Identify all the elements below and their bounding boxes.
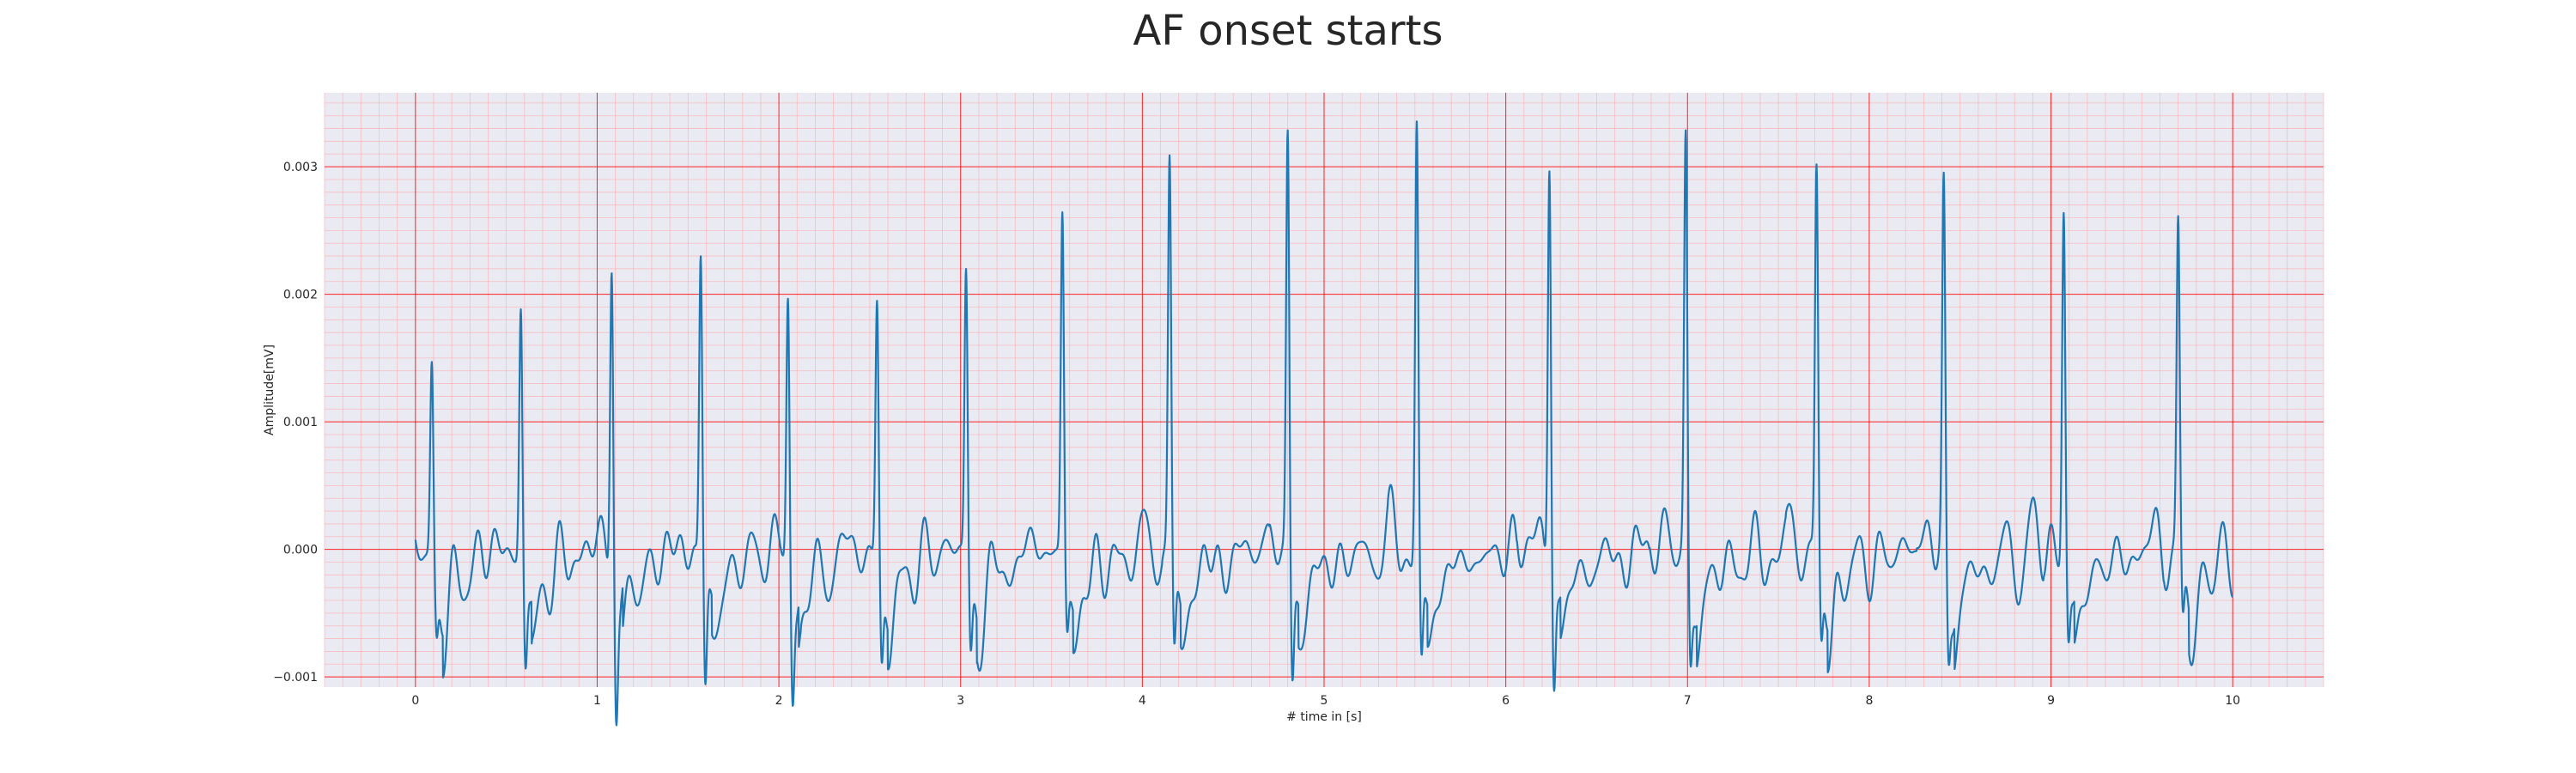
- chart-title: AF onset starts: [1133, 7, 1443, 55]
- y-axis-ticks: −0.001 0.000 0.001 0.002 0.003: [273, 161, 318, 685]
- x-tick-label: 3: [957, 694, 964, 708]
- y-tick-label: 0.002: [283, 289, 318, 302]
- x-tick-label: 7: [1684, 694, 1692, 708]
- x-tick-label: 0: [411, 694, 419, 708]
- y-tick-label: 0.000: [283, 544, 318, 557]
- x-tick-label: 10: [2225, 694, 2240, 708]
- x-axis-ticks: 0 1 2 3 4 5 6 7 8 9 10: [411, 694, 2240, 708]
- y-tick-label: 0.001: [283, 416, 318, 429]
- x-tick-label: 4: [1139, 694, 1146, 708]
- y-tick-label: −0.001: [273, 671, 318, 685]
- x-axis-label: # time in [s]: [1286, 710, 1362, 724]
- x-tick-label: 2: [775, 694, 783, 708]
- x-tick-label: 9: [2047, 694, 2055, 708]
- x-tick-label: 8: [1865, 694, 1873, 708]
- ecg-series-line: [414, 120, 2234, 727]
- x-tick-label: 1: [593, 694, 601, 708]
- x-tick-label: 6: [1502, 694, 1510, 708]
- x-tick-label: 5: [1321, 694, 1328, 708]
- major-grid: [325, 93, 2324, 687]
- y-axis-label: Amplitude[mV]: [263, 344, 276, 435]
- y-tick-label: 0.003: [283, 161, 318, 174]
